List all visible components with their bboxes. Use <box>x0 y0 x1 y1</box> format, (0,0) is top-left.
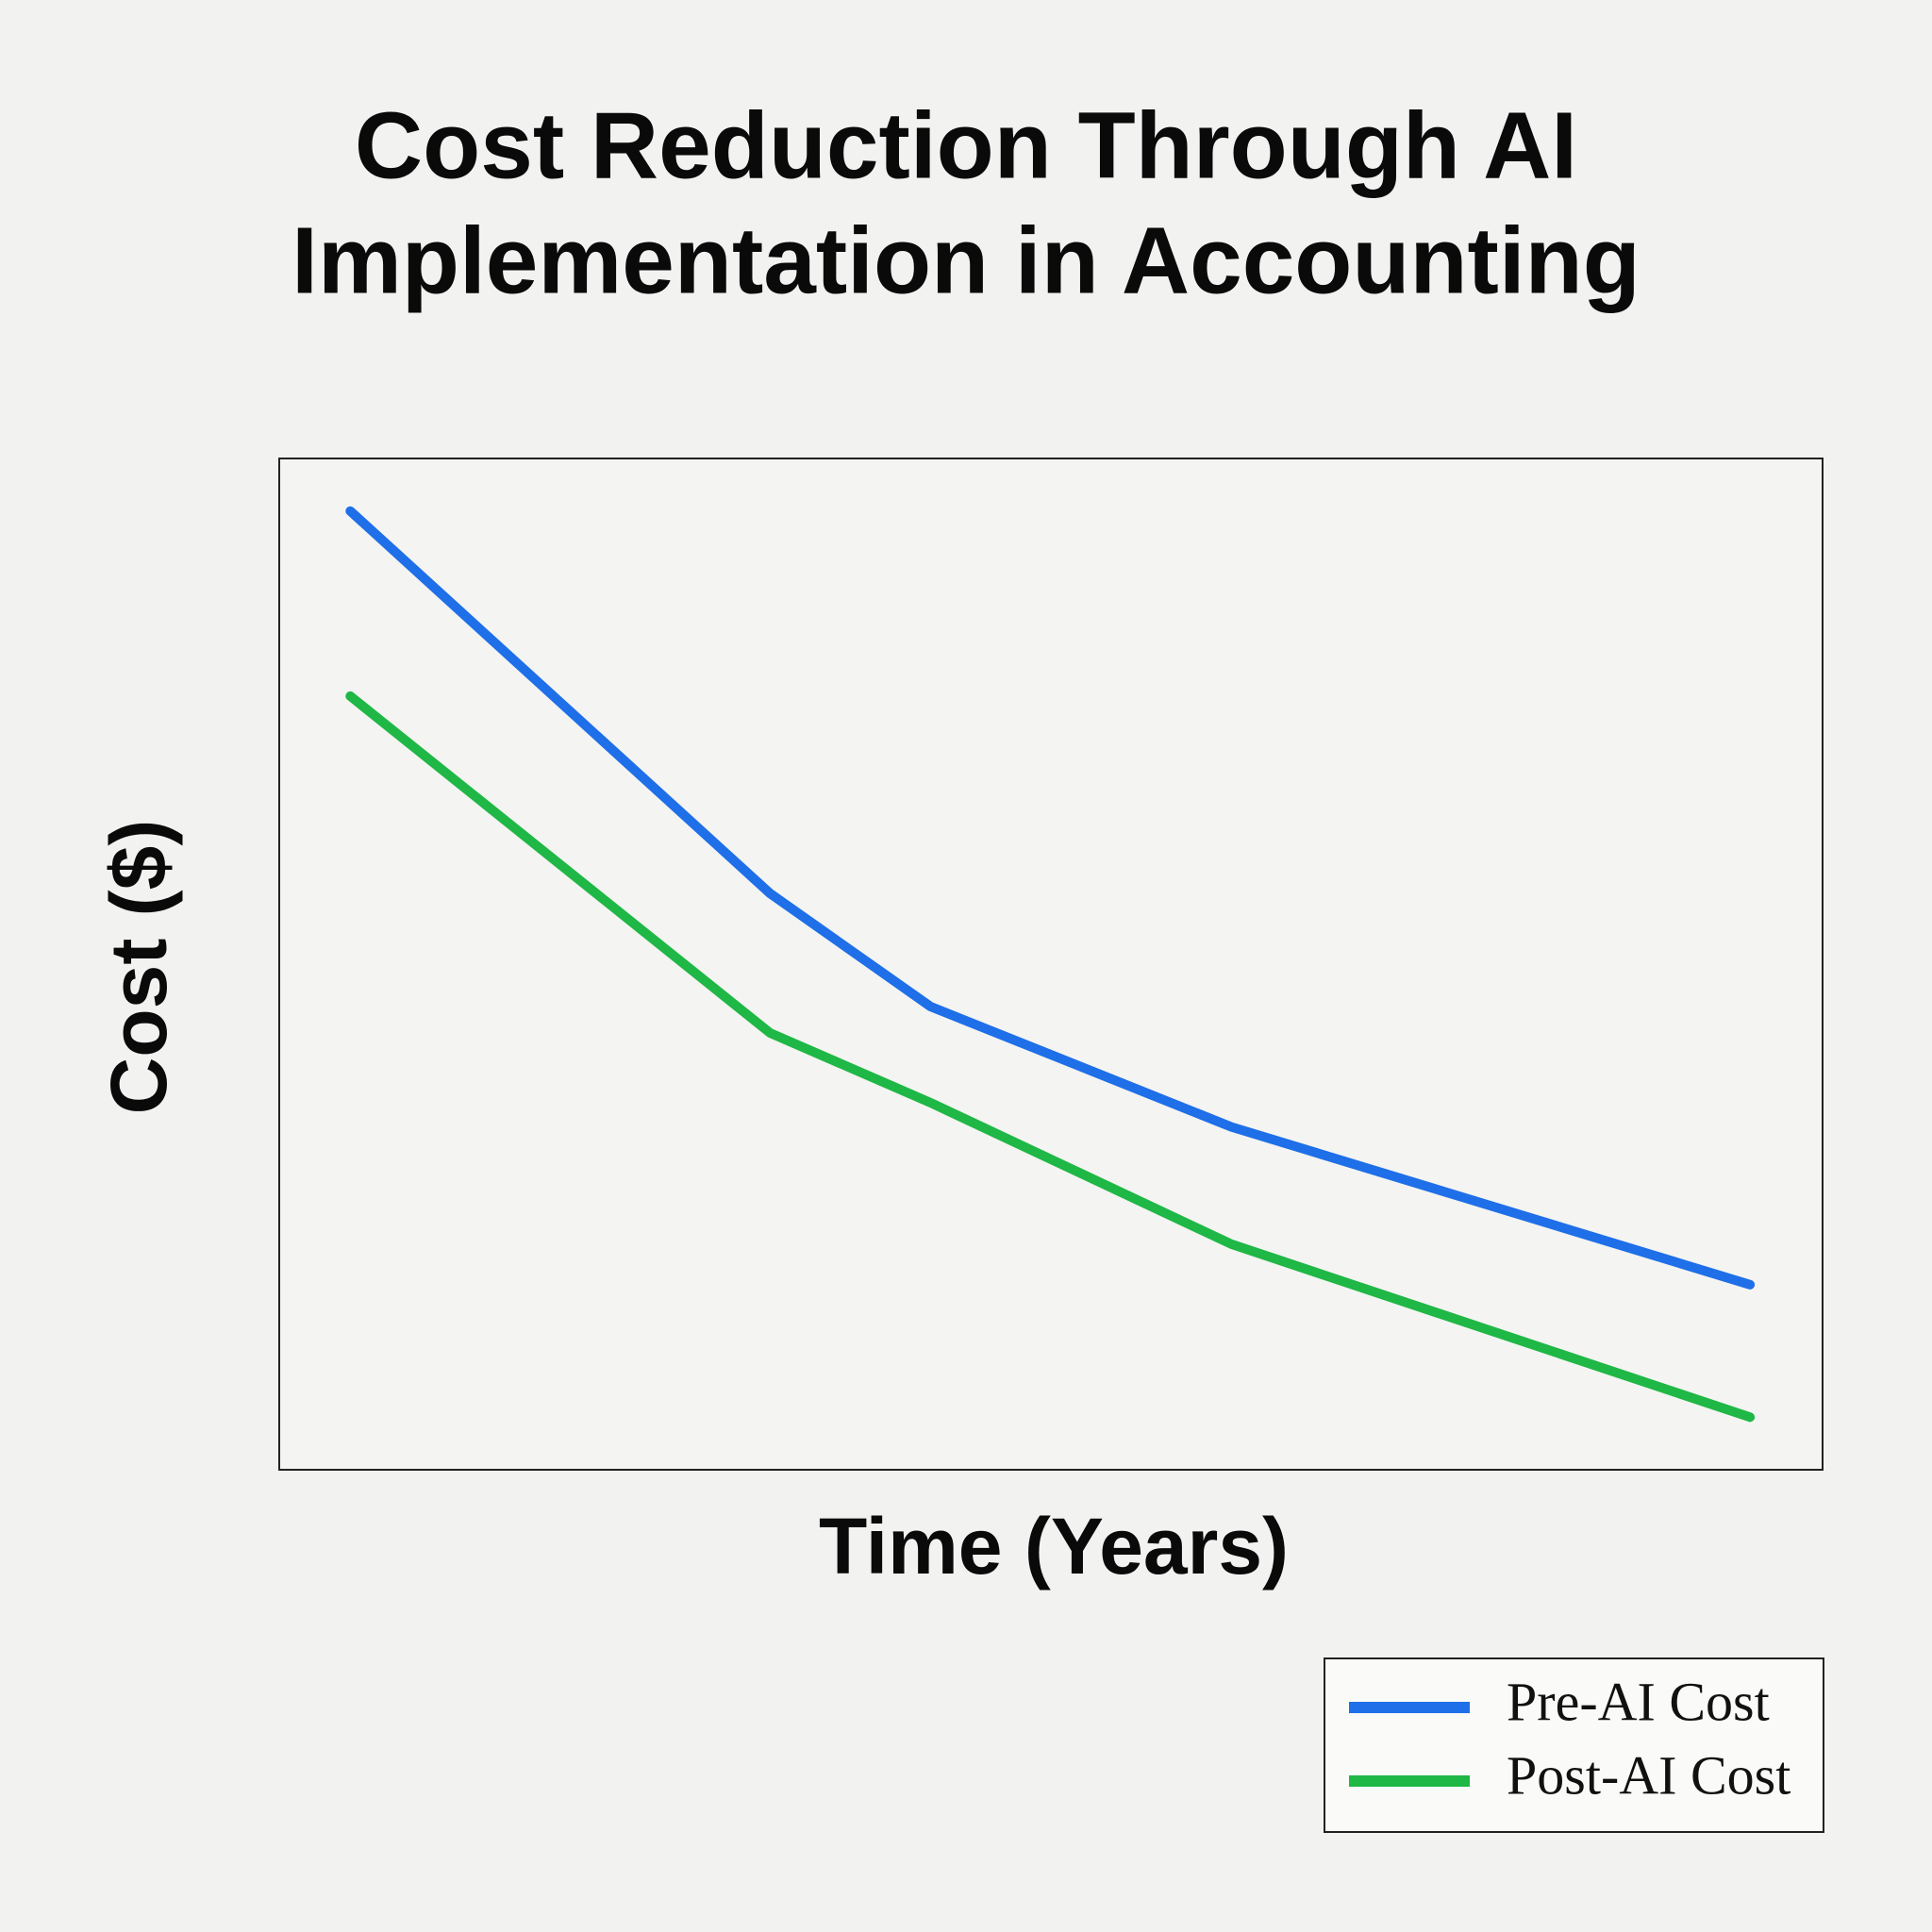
legend-label: Pre-AI Cost <box>1507 1671 1770 1732</box>
line-series <box>345 691 1756 1423</box>
legend-box <box>1324 1657 1824 1833</box>
y-axis-label: Cost ($) <box>94 820 183 1115</box>
chart-title: Implementation in Accounting <box>291 208 1641 313</box>
legend-label: Post-AI Cost <box>1507 1744 1790 1806</box>
line-series <box>345 506 1756 1290</box>
x-axis-label: Time (Years) <box>819 1502 1289 1591</box>
chart-title: Cost Reduction Through AI <box>355 92 1577 198</box>
plot-frame <box>278 458 1824 1471</box>
